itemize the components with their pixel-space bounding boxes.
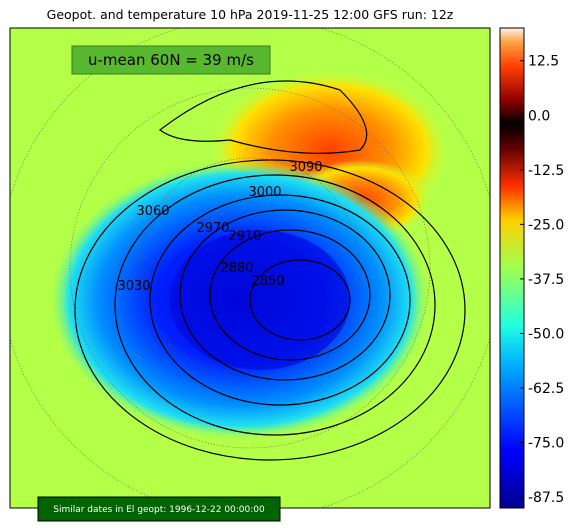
umean-box	[71, 45, 271, 75]
contour-label: 2910	[228, 229, 261, 244]
colorbar	[499, 27, 525, 509]
similar-label: Similar dates in El geopt: 1996-12-22 00…	[53, 505, 265, 515]
colorbar-tick-label: -75.0	[528, 436, 564, 452]
contour-label: 3030	[117, 279, 150, 294]
colorbar-tick-label: -50.0	[528, 326, 564, 342]
contour-label: 3060	[136, 204, 169, 219]
contour-label: 2880	[220, 261, 253, 276]
colorbar-tick-label: -87.5	[528, 490, 564, 506]
colorbar-tick-label: -12.5	[528, 163, 564, 179]
umean-label: u-mean 60N = 39 m/s	[88, 51, 254, 69]
colorbar-ticks: 12.5 0.0 -12.5 -25.0 -37.5 -50.0 -62.5 -75.0 -87…	[520, 54, 564, 506]
colorbar-tick-label: 0.0	[528, 108, 550, 124]
contour-label: 2970	[196, 221, 229, 236]
map	[10, 28, 490, 508]
colorbar-tick-label: -37.5	[528, 272, 564, 288]
title: Geopot. and temperature 10 hPa 2019-11-2…	[47, 7, 454, 22]
similar-box	[37, 496, 281, 522]
colorbar-tick-label: -62.5	[528, 381, 564, 397]
colorbar-tick-label: 12.5	[528, 54, 559, 70]
contour-label: 3000	[248, 185, 281, 200]
colorbar-tick-label: -25.0	[528, 217, 564, 233]
contour-label: 2850	[251, 274, 284, 289]
contour-label: 3090	[289, 160, 322, 175]
